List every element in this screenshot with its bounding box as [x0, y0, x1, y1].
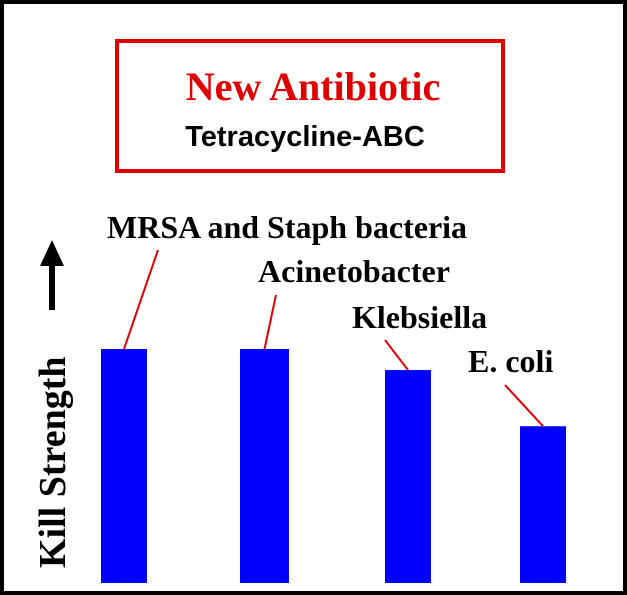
- category-label: Klebsiella: [352, 299, 487, 335]
- y-axis-label: Kill Strength: [32, 357, 74, 569]
- bar: [240, 349, 289, 583]
- category-label: E. coli: [468, 343, 553, 379]
- bar: [520, 426, 566, 583]
- leader-line: [123, 249, 159, 350]
- category-label: Acinetobacter: [258, 253, 450, 289]
- leader-line: [504, 384, 544, 427]
- bar: [385, 370, 431, 583]
- bar: [101, 349, 147, 583]
- chart-title: New Antibiotic: [186, 64, 440, 109]
- leader-line: [263, 294, 277, 350]
- title-box: [115, 39, 505, 173]
- category-label: MRSA and Staph bacteria: [107, 209, 467, 245]
- y-arrow-head: [40, 240, 64, 266]
- leader-line: [384, 339, 409, 371]
- chart-subtitle: Tetracycline-ABC: [185, 121, 425, 153]
